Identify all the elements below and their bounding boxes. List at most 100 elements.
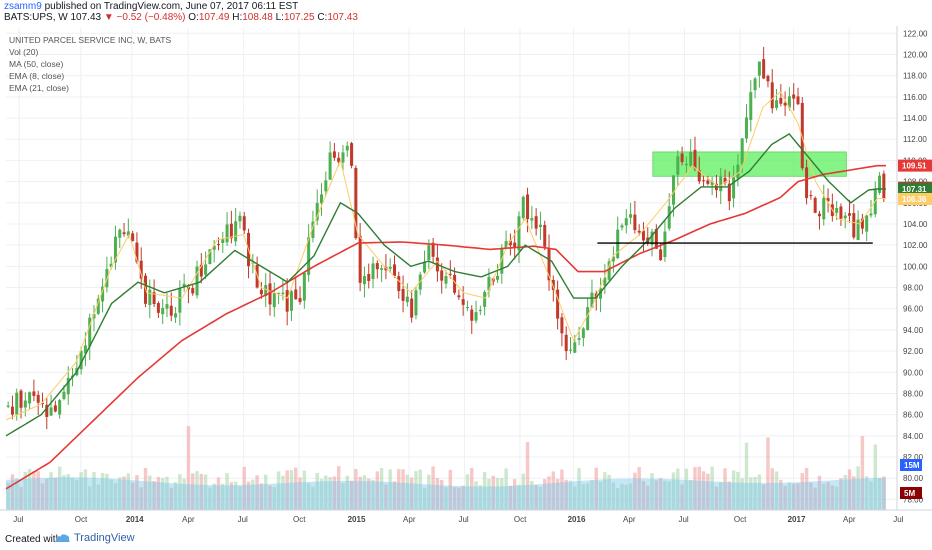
candle-body	[496, 275, 500, 280]
author-link[interactable]: zsamm9	[4, 1, 42, 12]
time-tick-label: Apr	[403, 515, 416, 524]
price-tag-box	[898, 159, 932, 172]
candle-body	[350, 143, 354, 166]
volume-bar	[470, 467, 474, 510]
volume-bar	[706, 473, 710, 510]
time-tick-label: Jul	[13, 515, 23, 524]
price-tag-label: 106.36	[902, 195, 927, 204]
volume-bar	[195, 471, 199, 510]
price-tick-label: 122.00	[903, 29, 928, 38]
volume-bar	[319, 478, 324, 510]
publish-info: published on TradingView.com, June 07, 2…	[41, 1, 299, 12]
candle-body	[556, 289, 560, 319]
candle-body	[564, 334, 568, 352]
volume-bar	[225, 473, 229, 510]
price-change: ▼ −0.52 (−0.48%)	[103, 12, 186, 23]
volume-bar	[397, 469, 401, 510]
volume-bar	[877, 477, 882, 510]
volume-bar	[431, 466, 435, 510]
volume-bar	[796, 483, 800, 510]
candle-body	[517, 216, 521, 251]
volume-bar	[422, 487, 427, 510]
candle-body	[856, 219, 860, 241]
last-price: 107.43	[70, 12, 102, 23]
volume-bar	[251, 479, 255, 510]
volume-bar	[611, 482, 616, 510]
candle-body	[182, 283, 186, 287]
time-tick-label: 2015	[348, 515, 366, 524]
price-tick-label: 86.00	[903, 411, 924, 420]
candle-body	[796, 96, 800, 105]
candle-body	[852, 213, 856, 238]
indicator-lines	[5, 90, 886, 490]
candle-body	[508, 240, 512, 246]
volume-bar	[487, 478, 491, 510]
volume-bar	[148, 475, 152, 510]
volume-bar	[697, 466, 701, 510]
candle-body	[358, 235, 362, 283]
volume-bar	[118, 477, 122, 510]
candle-body	[118, 229, 122, 238]
volume-bar	[191, 473, 195, 510]
volume-bar	[555, 478, 560, 510]
candle-body	[32, 391, 36, 396]
volume-bar	[809, 482, 813, 510]
candle-body	[478, 310, 482, 312]
volume-bar	[388, 469, 392, 510]
candle-body	[749, 92, 753, 120]
volume-bar	[594, 467, 598, 510]
candle-body	[10, 406, 14, 415]
time-tick-label: Apr	[843, 515, 856, 524]
tradingview-link[interactable]: TradingView	[55, 532, 135, 544]
volume-bar	[731, 470, 736, 510]
volume-bar	[302, 470, 307, 510]
candle-body	[264, 285, 268, 296]
volume-bar	[285, 470, 289, 510]
time-tick-label: Oct	[75, 515, 88, 524]
ohlc-line: BATS:UPS, W 107.43 ▼ −0.52 (−0.48%) O:10…	[4, 12, 358, 23]
candle-body	[36, 394, 40, 403]
volume-bar	[6, 482, 10, 510]
candle-body	[375, 263, 379, 270]
candle-body	[392, 264, 396, 277]
volume-bar	[452, 487, 457, 510]
candle-body	[199, 264, 203, 277]
candle-body	[487, 276, 491, 291]
volume-bar	[753, 476, 757, 510]
candle-body	[320, 194, 324, 204]
volume-bar	[182, 478, 186, 510]
candle-body	[547, 248, 551, 281]
volume-bar	[628, 483, 633, 510]
candle-body	[92, 313, 96, 319]
volume-bar	[676, 468, 680, 510]
volume-bar	[349, 480, 354, 510]
volume-bar	[238, 486, 242, 510]
volume-bar	[324, 475, 328, 510]
legend-title: UNITED PARCEL SERVICE INC, W, BATS	[9, 35, 171, 45]
volume-bar	[45, 478, 49, 510]
volume-bar	[289, 470, 294, 510]
candle-body	[843, 215, 847, 219]
volume-bar	[10, 474, 15, 510]
volume-bar	[736, 471, 740, 510]
candle-body	[848, 213, 852, 216]
candle-body	[740, 138, 744, 164]
candle-body	[787, 96, 791, 108]
volume-bar	[70, 478, 75, 510]
price-tick-label: 96.00	[903, 305, 924, 314]
candle-body	[483, 291, 487, 307]
candle-body	[822, 197, 826, 220]
volume-bar	[693, 467, 697, 510]
candle-body	[440, 270, 444, 281]
candle-body	[757, 61, 761, 76]
candle-body	[551, 279, 555, 291]
legend-ema21: EMA (21, close)	[9, 83, 69, 93]
candle-body	[169, 305, 173, 316]
candle-body	[165, 304, 169, 309]
price-tick-label: 92.00	[903, 347, 924, 356]
volume-bar	[152, 481, 156, 510]
candle-body	[667, 206, 671, 229]
time-axis[interactable]: Jul Oct 2014 Apr Jul Oct 2015 Apr Jul Oct 2016 Apr J…	[13, 515, 903, 524]
candle-body	[6, 405, 10, 407]
price-chart[interactable]: 122.00120.00118.00116.00114.00112.00110.…	[0, 26, 932, 530]
